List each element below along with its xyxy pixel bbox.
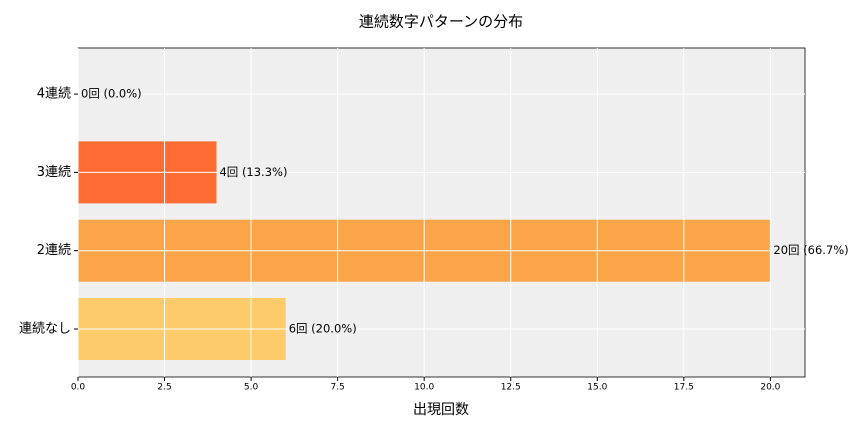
x-tick-label: 5.0 (244, 383, 259, 393)
value-label: 6回 (20.0%) (289, 322, 357, 336)
value-label: 0回 (0.0%) (81, 87, 142, 101)
x-tick-label: 15.0 (587, 383, 607, 393)
x-tick-label: 7.5 (330, 383, 344, 393)
chart-title: 連続数字パターンの分布 (359, 13, 523, 31)
value-label: 4回 (13.3%) (219, 165, 287, 179)
y-tick-label: 4連続 (37, 87, 71, 102)
y-tick-label: 3連続 (37, 165, 71, 180)
x-tick-label: 17.5 (674, 383, 694, 393)
x-tick-label: 2.5 (157, 383, 171, 393)
x-tick-label: 0.0 (71, 383, 86, 393)
x-tick-label: 10.0 (414, 383, 434, 393)
value-label: 20回 (66.7%) (773, 243, 848, 257)
x-tick-label: 12.5 (501, 383, 521, 393)
y-tick-label: 2連続 (37, 243, 71, 258)
x-tick-label: 20.0 (760, 383, 780, 393)
y-tick-label: 連続なし (19, 322, 71, 337)
x-axis-label: 出現回数 (413, 402, 469, 418)
